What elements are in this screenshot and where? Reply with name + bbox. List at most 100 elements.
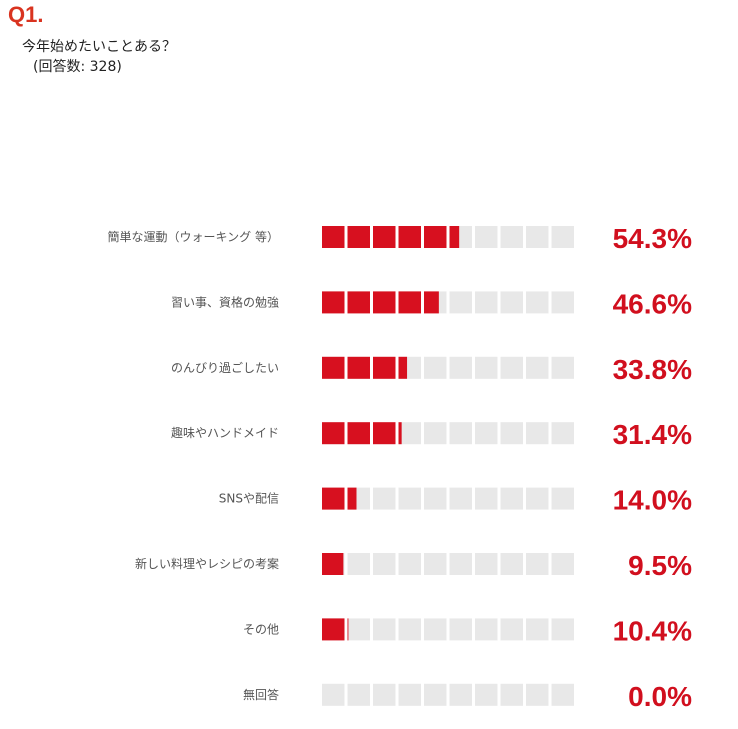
value-label: 9.5% — [628, 550, 692, 581]
bar-segment-bg — [424, 553, 447, 575]
bar-row: その他 10.4% — [243, 615, 692, 646]
value-label: 10.4% — [613, 615, 692, 646]
bar-segment-bg — [500, 291, 523, 314]
bar-segment-bg — [398, 683, 421, 706]
bar-segment-fill — [424, 291, 439, 314]
bar-segment-bg — [500, 683, 523, 706]
bar-segment-bg — [475, 226, 498, 248]
bar-segment-fill — [373, 422, 396, 445]
category-label: SNSや配信 — [219, 492, 279, 506]
bar-segment-fill — [398, 291, 421, 314]
bar-segment-fill — [373, 226, 396, 248]
bar-segment-fill — [373, 291, 396, 314]
bar-segment-bg — [551, 291, 574, 314]
bar-segment-bg — [475, 487, 498, 510]
bar-segment-bg — [526, 422, 549, 445]
bar-segment-fill — [347, 356, 370, 379]
bar-segment-bg — [551, 226, 574, 248]
bar-segment-bg — [551, 553, 574, 575]
bar-segment-bg — [475, 553, 498, 575]
bar-segment-bg — [424, 487, 447, 510]
category-label: その他 — [243, 622, 279, 636]
bar-segment-bg — [551, 487, 574, 510]
bar-segment-bg — [398, 487, 421, 510]
bar-segment-fill — [373, 356, 396, 379]
bar-row: 簡単な運動（ウォーキング 等） 54.3% — [108, 223, 693, 254]
bar-segment-fill — [322, 356, 345, 379]
bar-segment-bg — [551, 683, 574, 706]
bar-segment-bg — [526, 291, 549, 314]
category-label: 簡単な運動（ウォーキング 等） — [108, 229, 279, 244]
bar-segment-bg — [500, 553, 523, 575]
bar-segment-fill — [322, 291, 345, 314]
bar-segment-bg — [500, 618, 523, 641]
bar-segment-fill — [398, 422, 402, 445]
bar-segment-bg — [475, 683, 498, 706]
bar-segment-bg — [449, 356, 472, 379]
bar-row: 無回答 0.0% — [243, 681, 692, 712]
bar-segment-bg — [373, 553, 396, 575]
bar-segment-bg — [526, 553, 549, 575]
bar-segment-bg — [526, 226, 549, 248]
bar-segment-fill — [424, 226, 447, 248]
bar-segment-bg — [398, 618, 421, 641]
value-label: 33.8% — [613, 354, 692, 385]
bar-segment-bg — [347, 683, 370, 706]
bar-segment-bg — [449, 422, 472, 445]
bar-segment-bg — [500, 487, 523, 510]
bar-segment-bg — [500, 356, 523, 379]
bar-row: SNSや配信 14.0% — [219, 485, 692, 516]
bar-segment-bg — [424, 618, 447, 641]
bar-segment-fill — [347, 618, 349, 641]
response-count: (回答数: 328) — [33, 59, 122, 75]
value-label: 0.0% — [628, 681, 692, 712]
bar-segment-bg — [373, 618, 396, 641]
bar-segment-bg — [449, 291, 472, 314]
bar-segment-bg — [551, 618, 574, 641]
bar-segment-bg — [424, 356, 447, 379]
bar-segment-bg — [424, 422, 447, 445]
bar-segment-bg — [526, 683, 549, 706]
bar-segment-bg — [322, 683, 345, 706]
bar-segment-bg — [500, 226, 523, 248]
bar-segment-bg — [398, 422, 421, 445]
question-number: Q1. — [8, 2, 44, 27]
bar-row: 新しい料理やレシピの考案 9.5% — [135, 550, 692, 581]
question-text: 今年始めたいことある？ — [22, 39, 176, 55]
bar-segment-fill — [322, 422, 345, 445]
bar-segment-bg — [373, 487, 396, 510]
bar-segment-fill — [347, 487, 357, 510]
bar-segment-bg — [551, 422, 574, 445]
bar-segment-bg — [475, 291, 498, 314]
category-label: 無回答 — [243, 687, 279, 702]
category-label: 趣味やハンドメイド — [171, 425, 279, 440]
bar-row: 趣味やハンドメイド 31.4% — [171, 419, 692, 450]
bar-row: のんびり過ごしたい 33.8% — [171, 354, 692, 385]
bar-segment-bg — [449, 487, 472, 510]
bar-segment-fill — [449, 226, 460, 248]
bar-segment-fill — [322, 226, 345, 248]
bar-segment-bg — [424, 683, 447, 706]
bar-segment-bg — [475, 422, 498, 445]
bar-segment-bg — [347, 553, 370, 575]
bar-segment-bg — [347, 618, 370, 641]
bar-segment-bg — [551, 356, 574, 379]
bar-segment-bg — [526, 487, 549, 510]
bar-segment-bg — [373, 683, 396, 706]
bar-segment-fill — [347, 291, 370, 314]
bar-segment-fill — [347, 226, 370, 248]
bar-segment-fill — [398, 226, 421, 248]
bar-segment-bg — [449, 618, 472, 641]
bar-segment-bg — [398, 553, 421, 575]
bar-segment-bg — [475, 618, 498, 641]
value-label: 31.4% — [613, 419, 692, 450]
category-label: 新しい料理やレシピの考案 — [135, 556, 279, 571]
value-label: 14.0% — [613, 485, 692, 516]
bar-segment-bg — [475, 356, 498, 379]
bar-segment-fill — [322, 553, 344, 575]
bar-segment-fill — [347, 422, 370, 445]
bar-segment-fill — [322, 487, 345, 510]
value-label: 54.3% — [613, 223, 692, 254]
bar-segment-fill — [322, 618, 345, 641]
